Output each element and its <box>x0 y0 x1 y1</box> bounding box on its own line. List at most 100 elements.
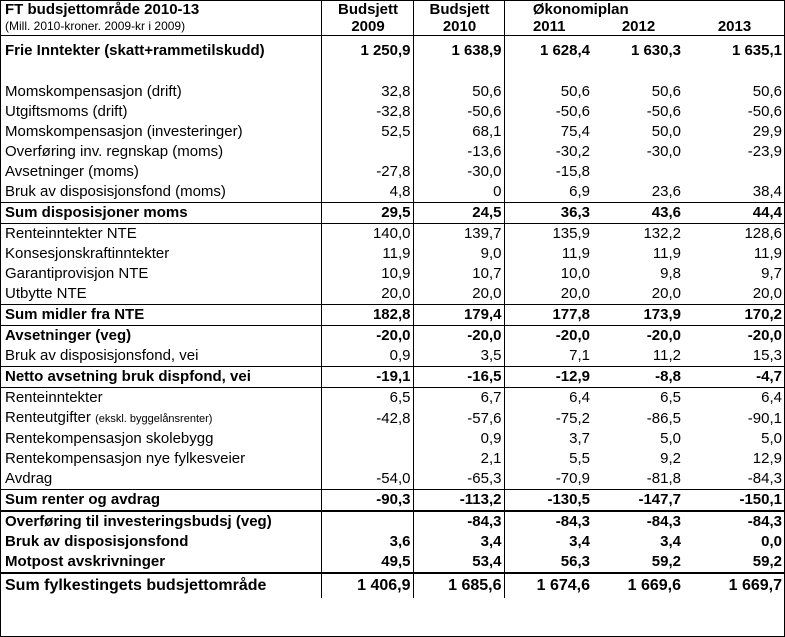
cell-2012: 50,6 <box>651 83 681 100</box>
cell-2012: 11,2 <box>652 347 681 364</box>
row-label: Sum fylkestingets budsjettområde <box>1 573 322 598</box>
cell-2012: 1 669,6 <box>627 577 681 594</box>
row-label: Renteutgifter <box>5 409 91 426</box>
table-row: Renteinntekter NTE 140,0 139,7 135,9 132… <box>1 223 784 244</box>
header-row-1: FT budsjettområde 2010-13 Budsjett Budsj… <box>1 1 784 18</box>
cell-2011: 7,1 <box>569 347 590 364</box>
cell-2012: -84,3 <box>646 513 681 530</box>
row-label: Konsesjonskraftinntekter <box>1 244 322 264</box>
cell-2012: -147,7 <box>592 489 683 512</box>
cell-2012: 132,2 <box>643 225 681 242</box>
cell-2011: 50,6 <box>560 83 590 100</box>
cell-2012: -30,0 <box>646 143 681 160</box>
table-row: Momskompensasjon (drift) 32,8 50,6 50,6 … <box>1 82 784 102</box>
cell-2010: -13,6 <box>413 142 505 162</box>
cell-2012: -20,0 <box>646 327 681 344</box>
cell-2013: 170,2 <box>683 304 784 326</box>
cell-2010: -16,5 <box>413 366 505 388</box>
cell-2009: 6,5 <box>321 387 414 408</box>
cell-2011: 1 674,6 <box>536 577 590 594</box>
cell-2010: 0,9 <box>413 429 505 449</box>
row-label: Avsetninger (moms) <box>1 162 322 182</box>
row-label: Avdrag <box>1 469 322 490</box>
cell-2009 <box>321 429 414 449</box>
table-row-total: Sum fylkestingets budsjettområde 1 406,9… <box>1 573 784 598</box>
cell-2011: 135,9 <box>552 225 590 242</box>
row-label: Rentekompensasjon nye fylkesveier <box>1 449 322 469</box>
cell-2012: 43,6 <box>592 202 683 224</box>
cell-2011: 1 628,4 <box>539 42 590 59</box>
cell-2013: 15,3 <box>752 347 782 364</box>
table-row: Rentekompensasjon nye fylkesveier 2,1 5,… <box>1 449 784 469</box>
table-row: Avsetninger (veg) -20,0 -20,0 -20,0 -20,… <box>1 325 784 346</box>
cell-2011: 56,3 <box>504 552 592 574</box>
cell-2010: 9,0 <box>413 244 505 264</box>
cell-2009: 0,9 <box>321 346 414 367</box>
cell-2013: -50,6 <box>747 103 782 120</box>
row-label: Overføring inv. regnskap (moms) <box>1 142 322 162</box>
table-row: Garantiprovisjon NTE 10,9 10,7 10,0 9,8 … <box>1 264 784 284</box>
row-label: Avsetninger (veg) <box>1 325 322 346</box>
cell-2012: 50,0 <box>651 123 681 140</box>
row-label: Sum disposisjoner moms <box>1 202 322 224</box>
cell-2010: 50,6 <box>413 82 505 102</box>
cell-2011: -75,2 <box>555 409 590 427</box>
cell-2010: 1 685,6 <box>413 573 505 598</box>
cell-2010: 139,7 <box>413 223 505 244</box>
cell-2009: 1 406,9 <box>321 573 414 598</box>
cell-2013: 128,6 <box>744 225 782 242</box>
row-label: Overføring til investeringsbudsj (veg) <box>1 511 322 532</box>
cell-2011: 6,9 <box>569 183 590 200</box>
cell-2009: -90,3 <box>321 489 414 512</box>
cell-2012: 173,9 <box>592 304 683 326</box>
cell-2009: 49,5 <box>321 552 414 574</box>
cell-2013: 1 669,7 <box>728 577 782 594</box>
cell-2012: -50,6 <box>646 103 681 120</box>
row-label: Motpost avskrivninger <box>1 552 322 574</box>
cell-2011: 10,0 <box>560 265 590 282</box>
cell-2010: -20,0 <box>413 325 505 346</box>
cell-2013: 38,4 <box>752 183 782 200</box>
cell-2013: -4,7 <box>683 366 784 388</box>
row-label: Garantiprovisjon NTE <box>1 264 322 284</box>
col-header-budsjett-2010: Budsjett <box>413 1 505 18</box>
cell-2012: 20,0 <box>651 285 681 302</box>
row-label: Sum midler fra NTE <box>1 304 322 326</box>
row-label: Rentekompensasjon skolebygg <box>1 429 322 449</box>
row-label: Utgiftsmoms (drift) <box>1 102 322 122</box>
table-row: Utbytte NTE 20,0 20,0 20,0 20,0 20,0 <box>1 284 784 305</box>
cell-2009: 140,0 <box>321 223 414 244</box>
table-row: Bruk av disposisjonsfond, vei 0,9 3,5 7,… <box>1 346 784 367</box>
cell-2011: 3,7 <box>569 430 590 447</box>
table-row: Avsetninger (moms) -27,8 -30,0 -15,8 <box>1 162 784 182</box>
cell-2011: -70,9 <box>555 470 590 487</box>
cell-2013: 6,4 <box>761 389 782 406</box>
cell-2012 <box>592 162 683 182</box>
table-row: Konsesjonskraftinntekter 11,9 9,0 11,9 1… <box>1 244 784 264</box>
cell-2012: 3,4 <box>660 533 681 550</box>
cell-2013: -20,0 <box>747 327 782 344</box>
cell-2013: 44,4 <box>683 202 784 224</box>
cell-2009: 4,8 <box>321 182 414 203</box>
cell-2009: 52,5 <box>321 122 414 142</box>
year-2011: 2011 <box>504 18 592 36</box>
cell-2010: 20,0 <box>413 284 505 305</box>
cell-2013: -84,3 <box>747 470 782 487</box>
cell-2011: 75,4 <box>560 123 590 140</box>
cell-2012: -8,8 <box>592 366 683 388</box>
cell-2011: -84,3 <box>555 513 590 530</box>
cell-2011: -30,2 <box>555 143 590 160</box>
year-2013: 2013 <box>683 18 784 36</box>
cell-2010: 179,4 <box>413 304 505 326</box>
cell-2010: 0 <box>413 182 505 203</box>
cell-2011: -12,9 <box>504 366 592 388</box>
table-row-sum: Sum midler fra NTE 182,8 179,4 177,8 173… <box>1 304 784 326</box>
year-2009: 2009 <box>321 18 414 36</box>
year-2010: 2010 <box>413 18 505 36</box>
header-row-2: (Mill. 2010-kroner. 2009-kr i 2009) 2009… <box>1 18 784 36</box>
cell-2010: 68,1 <box>413 122 505 142</box>
cell-2013: 0,0 <box>761 533 782 550</box>
cell-2010: -30,0 <box>413 162 505 182</box>
cell-2009: 29,5 <box>321 202 414 224</box>
